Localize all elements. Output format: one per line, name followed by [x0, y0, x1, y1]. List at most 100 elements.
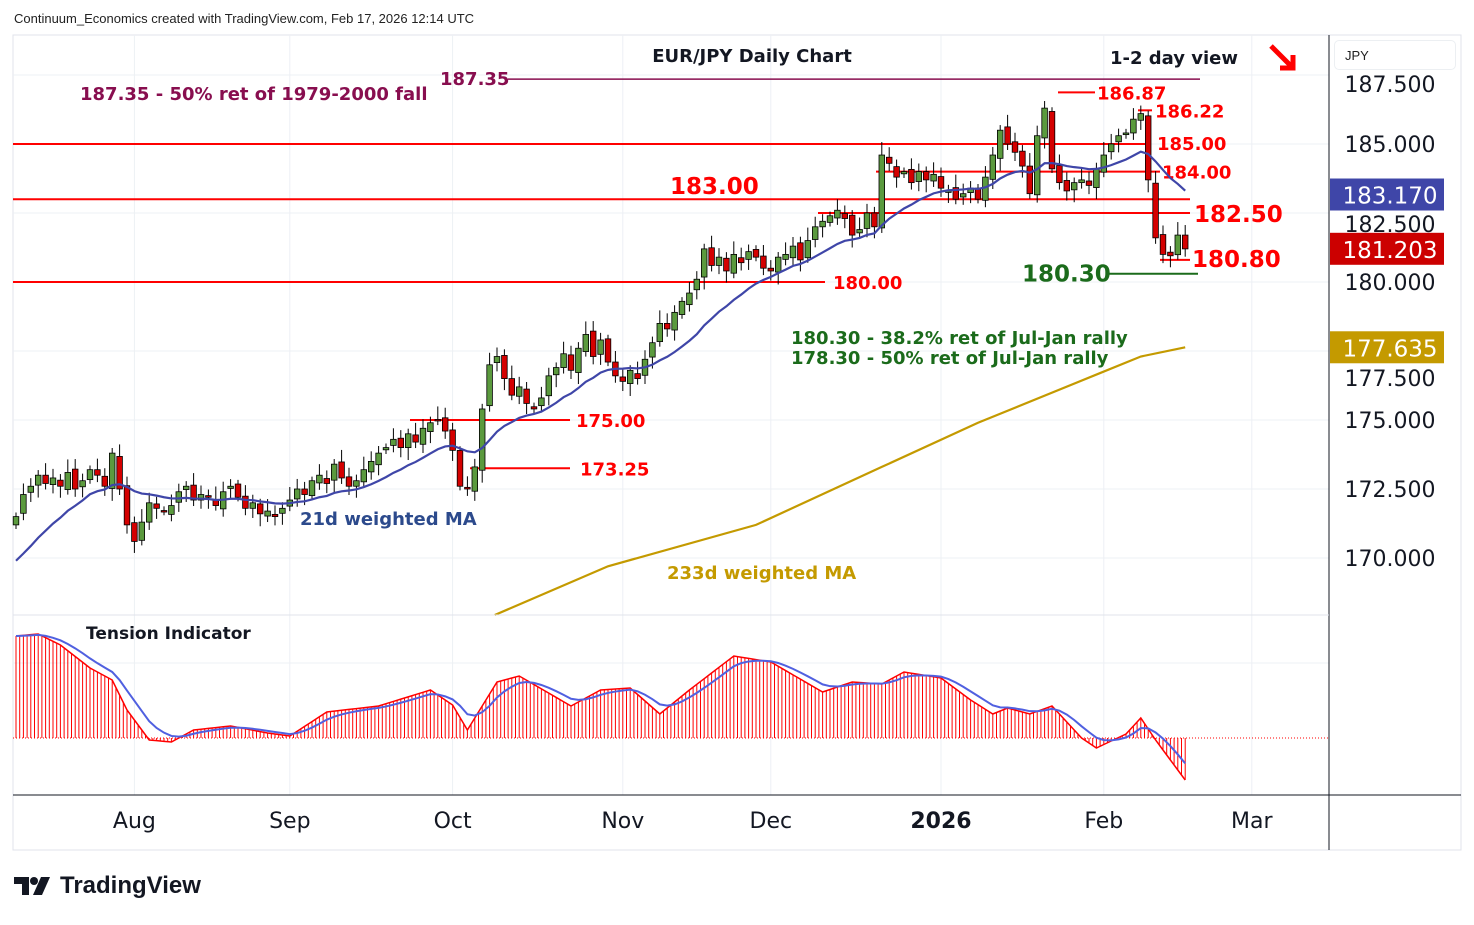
candle — [501, 349, 508, 391]
candle — [708, 235, 715, 272]
candle — [612, 351, 619, 383]
chart-subtitle: 1-2 day view — [1110, 48, 1238, 69]
candle — [538, 386, 545, 413]
level-label: 180.30 — [1022, 262, 1111, 288]
candle — [227, 479, 234, 500]
currency-button[interactable]: JPY — [1334, 40, 1456, 70]
candle — [508, 365, 515, 401]
candle — [35, 470, 42, 498]
candle — [915, 163, 922, 192]
candle — [419, 419, 427, 454]
candle — [1041, 101, 1048, 149]
candle — [1056, 154, 1063, 190]
candle — [900, 167, 908, 178]
candle — [701, 243, 708, 290]
candle — [286, 487, 293, 512]
level-label: 186.87 — [1097, 83, 1166, 104]
candle — [649, 336, 656, 369]
tension-indicator-label: Tension Indicator — [86, 624, 251, 644]
candle — [671, 305, 678, 341]
time-tick-label: Sep — [269, 809, 310, 834]
level-label: 180.00 — [833, 273, 902, 294]
candle — [249, 494, 256, 518]
candle — [974, 184, 982, 204]
ma233-price-badge — [1330, 331, 1444, 364]
tradingview-logo-text: TradingView — [60, 872, 201, 899]
candle — [478, 403, 486, 483]
candle — [27, 478, 34, 502]
candle — [464, 476, 471, 496]
candle — [1152, 171, 1159, 244]
candle — [819, 214, 826, 238]
down-arrow-icon — [1269, 44, 1296, 71]
candle — [338, 449, 345, 484]
level-label: 175.00 — [576, 411, 645, 432]
time-tick-label: 2026 — [910, 809, 971, 834]
candle — [375, 446, 382, 476]
chart-title: EUR/JPY Daily Chart — [652, 46, 852, 67]
indicator-line-fast — [15, 633, 1186, 781]
price-axis[interactable]: 170.000172.500175.000177.500180.000182.5… — [1330, 73, 1444, 572]
candle — [49, 468, 57, 494]
price-tick-label: 180.000 — [1345, 271, 1436, 296]
candle — [908, 158, 915, 190]
candle — [530, 402, 538, 414]
candle — [619, 368, 626, 392]
level-label: 183.00 — [670, 174, 759, 200]
candle — [42, 463, 49, 490]
last-price-badge-text: 181.203 — [1342, 238, 1437, 264]
candle — [72, 459, 79, 497]
ma21-price-badge — [1330, 178, 1444, 211]
candle — [893, 159, 900, 188]
candle — [664, 313, 671, 337]
candle — [1011, 132, 1019, 162]
candle — [693, 271, 700, 300]
candle — [471, 458, 478, 501]
candle — [782, 242, 789, 266]
level-label: 186.22 — [1155, 101, 1224, 122]
time-tick-label: Dec — [750, 809, 793, 834]
candle — [441, 407, 449, 439]
candle — [323, 470, 330, 494]
candle — [86, 465, 94, 484]
time-tick-label: Oct — [434, 809, 472, 834]
candle — [590, 321, 597, 365]
candle — [849, 210, 856, 248]
fib2-note: 178.30 - 50% ret of Jul-Jan rally — [791, 348, 1109, 369]
candle — [1100, 142, 1107, 178]
candle — [316, 464, 323, 490]
candle — [279, 502, 286, 525]
candle — [553, 362, 560, 388]
time-tick-label: Aug — [113, 809, 156, 834]
candle — [12, 512, 20, 530]
annotations: EUR/JPY Daily Chart 1-2 day view 187.35 … — [80, 44, 1296, 644]
ma233-price-badge-text: 177.635 — [1342, 336, 1437, 362]
candle — [1115, 128, 1122, 153]
candle — [138, 509, 145, 546]
candle — [212, 486, 219, 511]
candle — [567, 345, 575, 380]
candle — [516, 376, 523, 405]
candle — [1122, 128, 1130, 139]
candle — [1174, 222, 1181, 260]
ma21-layer — [15, 150, 1186, 562]
price-tick-label: 177.500 — [1345, 367, 1436, 392]
candle — [427, 416, 434, 444]
time-tick-label: Mar — [1231, 809, 1273, 834]
candle — [153, 496, 160, 519]
candle — [382, 443, 390, 454]
candle — [486, 352, 493, 412]
time-tick-label: Feb — [1084, 809, 1123, 834]
tradingview-logo[interactable]: TradingView — [14, 872, 201, 900]
candle — [989, 146, 996, 189]
candle — [804, 227, 811, 263]
attribution-text: Continuum_Economics created with Trading… — [14, 11, 475, 26]
time-axis[interactable]: Aug Sep Oct Nov Dec 2026 Feb Mar — [113, 809, 1274, 834]
candle — [1108, 133, 1115, 160]
candle — [812, 216, 819, 248]
candle — [886, 147, 893, 172]
price-tick-label: 170.000 — [1345, 547, 1436, 572]
candle — [760, 245, 767, 276]
